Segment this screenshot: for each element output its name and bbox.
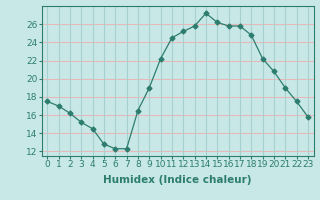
X-axis label: Humidex (Indice chaleur): Humidex (Indice chaleur) — [103, 175, 252, 185]
